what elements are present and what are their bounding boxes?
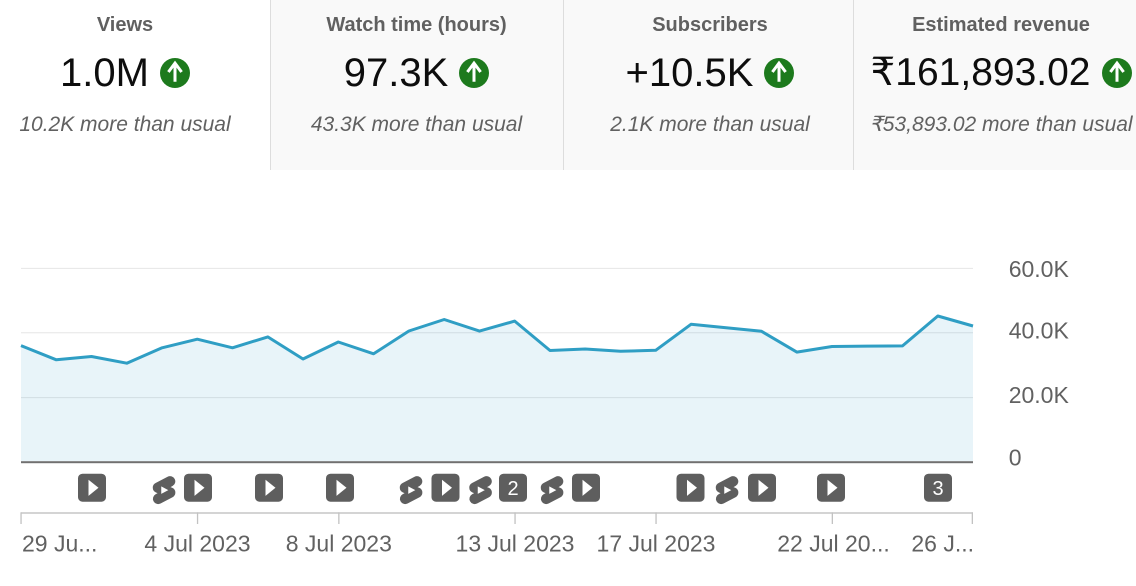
svg-text:2: 2 (507, 478, 518, 500)
svg-text:20.0K: 20.0K (1009, 382, 1070, 408)
svg-text:3: 3 (932, 478, 943, 500)
svg-text:8 Jul 2023: 8 Jul 2023 (286, 531, 392, 557)
svg-text:13 Jul 2023: 13 Jul 2023 (456, 531, 575, 557)
svg-text:4 Jul 2023: 4 Jul 2023 (144, 531, 250, 557)
svg-text:26 J...: 26 J... (911, 531, 974, 557)
svg-text:60.0K: 60.0K (1009, 256, 1070, 282)
svg-text:40.0K: 40.0K (1009, 318, 1070, 344)
svg-text:22 Jul 20...: 22 Jul 20... (777, 531, 890, 557)
svg-text:17 Jul 2023: 17 Jul 2023 (597, 531, 716, 557)
svg-text:0: 0 (1009, 444, 1022, 470)
svg-text:29 Ju...: 29 Ju... (22, 531, 97, 557)
